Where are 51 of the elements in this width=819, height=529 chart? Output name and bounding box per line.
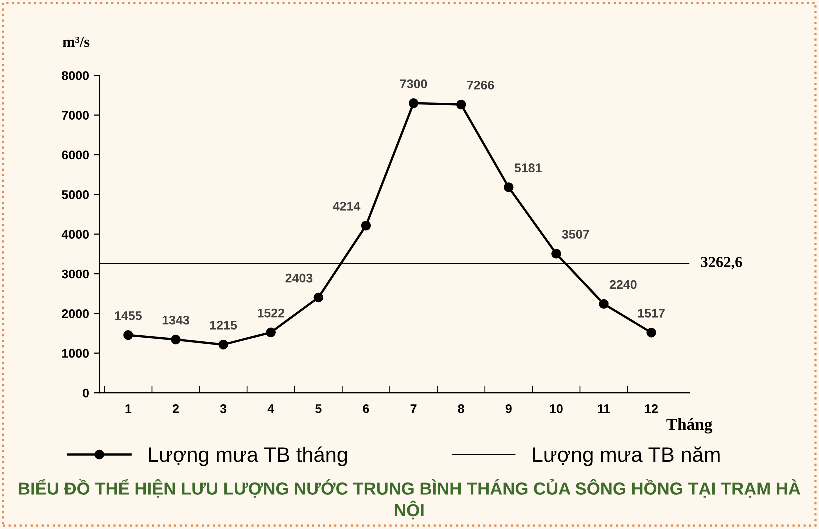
data-label: 1215 <box>210 321 238 330</box>
point <box>218 340 228 350</box>
data-label: 7300 <box>400 80 428 88</box>
point <box>408 98 419 108</box>
point <box>552 249 562 259</box>
x-tick-label: 12 <box>645 404 658 414</box>
point <box>646 328 656 338</box>
y-axis-title: m³/s <box>62 37 90 48</box>
point <box>171 334 181 345</box>
y-tick-label: 4000 <box>62 230 89 239</box>
data-label: 2240 <box>610 280 637 290</box>
x-tick-label: 11 <box>598 404 610 414</box>
y-tick-label: 2000 <box>62 310 89 318</box>
point <box>314 292 324 303</box>
point <box>124 330 134 340</box>
data-label: 7266 <box>467 80 494 90</box>
data-label: 5181 <box>514 164 542 173</box>
x-tick-label: 6 <box>363 404 370 414</box>
x-axis-title: Tháng <box>666 418 713 434</box>
point <box>361 220 372 231</box>
point <box>504 182 514 192</box>
data-label: 1522 <box>258 308 285 318</box>
y-tick-label: 6000 <box>62 150 89 160</box>
x-tick-label: 8 <box>458 404 464 414</box>
text: BIỂU ĐỒ THỂ HIỆN LƯU LƯỢNG NƯỚC TRUNG BÌNH THÁNG CỦA SÔNG HỒNG TẠI TRẠM HÀ NỘI <box>19 479 801 520</box>
y-tick-label: 5000 <box>62 190 89 200</box>
x-tick-label: 10 <box>550 404 563 414</box>
y-tick-label: 8000 <box>62 71 89 80</box>
data-label: 1455 <box>115 312 142 320</box>
x-tick-label: 3 <box>220 404 227 414</box>
data-label: 1517 <box>638 309 665 318</box>
data-label: 4214 <box>333 202 361 211</box>
data-label: 2403 <box>286 274 313 283</box>
text: 3262,6 <box>701 257 742 270</box>
legend-label: Lượng mưa TB năm <box>534 446 720 466</box>
point <box>456 100 466 110</box>
y-tick-label: 1000 <box>62 349 89 358</box>
y-tick-label: 7000 <box>62 111 89 120</box>
y-tick-label: 3000 <box>62 270 89 279</box>
data-label: 3507 <box>562 230 590 239</box>
x-tick-label: 5 <box>316 404 322 414</box>
x-tick-label: 9 <box>506 404 512 414</box>
y-tick-label: 0 <box>83 388 89 398</box>
x-tick-label: 1 <box>126 404 132 414</box>
x-tick-label: 4 <box>268 404 275 414</box>
x-tick-label: 2 <box>172 404 179 414</box>
data-label: 1343 <box>162 316 190 325</box>
x-tick-label: 7 <box>410 404 417 414</box>
legend-label: Lượng mưa TB tháng <box>149 446 348 466</box>
point <box>266 328 276 338</box>
point <box>599 299 609 310</box>
